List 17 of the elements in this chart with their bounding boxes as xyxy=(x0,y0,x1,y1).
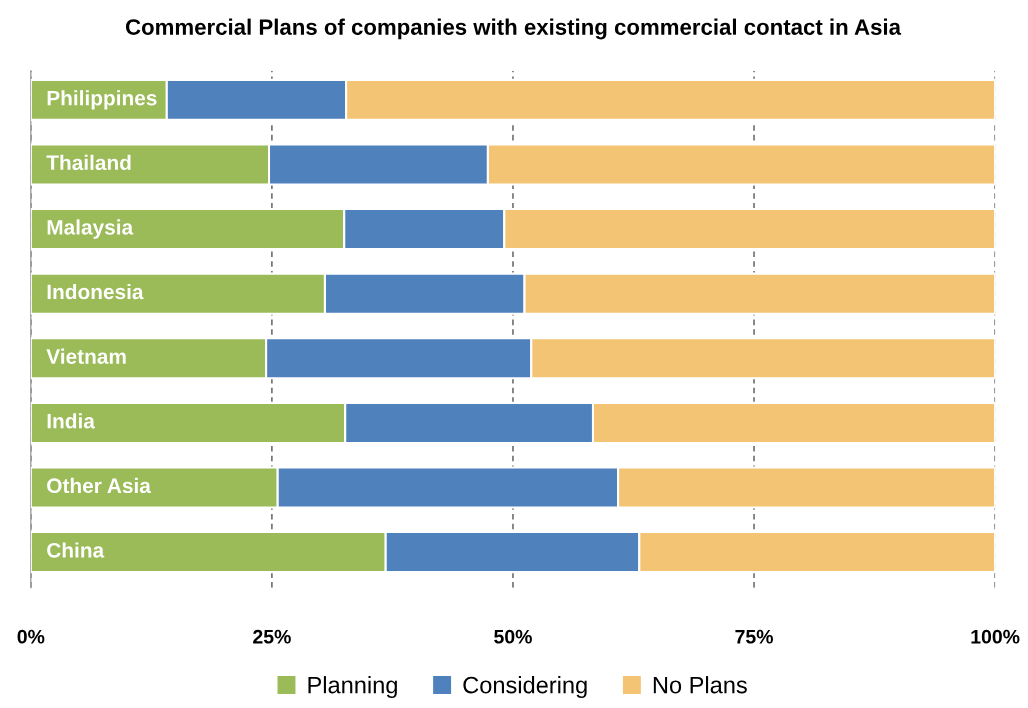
y-tick-label: Malaysia xyxy=(47,219,134,239)
legend-label: No Plans xyxy=(653,676,747,694)
chart-title: Commercial Plans of companies with existing commercial contact in Asia xyxy=(125,18,902,40)
y-tick-label: China xyxy=(47,542,105,558)
y-tick-label: Thailand xyxy=(46,154,131,171)
y-tick-label: Philippines xyxy=(47,90,157,110)
y-tick-label: Vietnam xyxy=(46,348,126,364)
x-tick-label: 75% xyxy=(735,629,773,644)
legend-label: Planning xyxy=(308,676,397,699)
y-tick-label: Indonesia xyxy=(47,283,144,300)
x-tick-label: 25% xyxy=(253,629,291,644)
y-tick-label: Other Asia xyxy=(47,477,151,494)
x-tick-label: 0% xyxy=(17,629,45,644)
legend-label: Considering xyxy=(463,676,587,699)
x-tick-label: 50% xyxy=(494,629,532,644)
y-tick-label: India xyxy=(47,413,96,429)
x-tick-label: 100% xyxy=(971,629,1020,644)
